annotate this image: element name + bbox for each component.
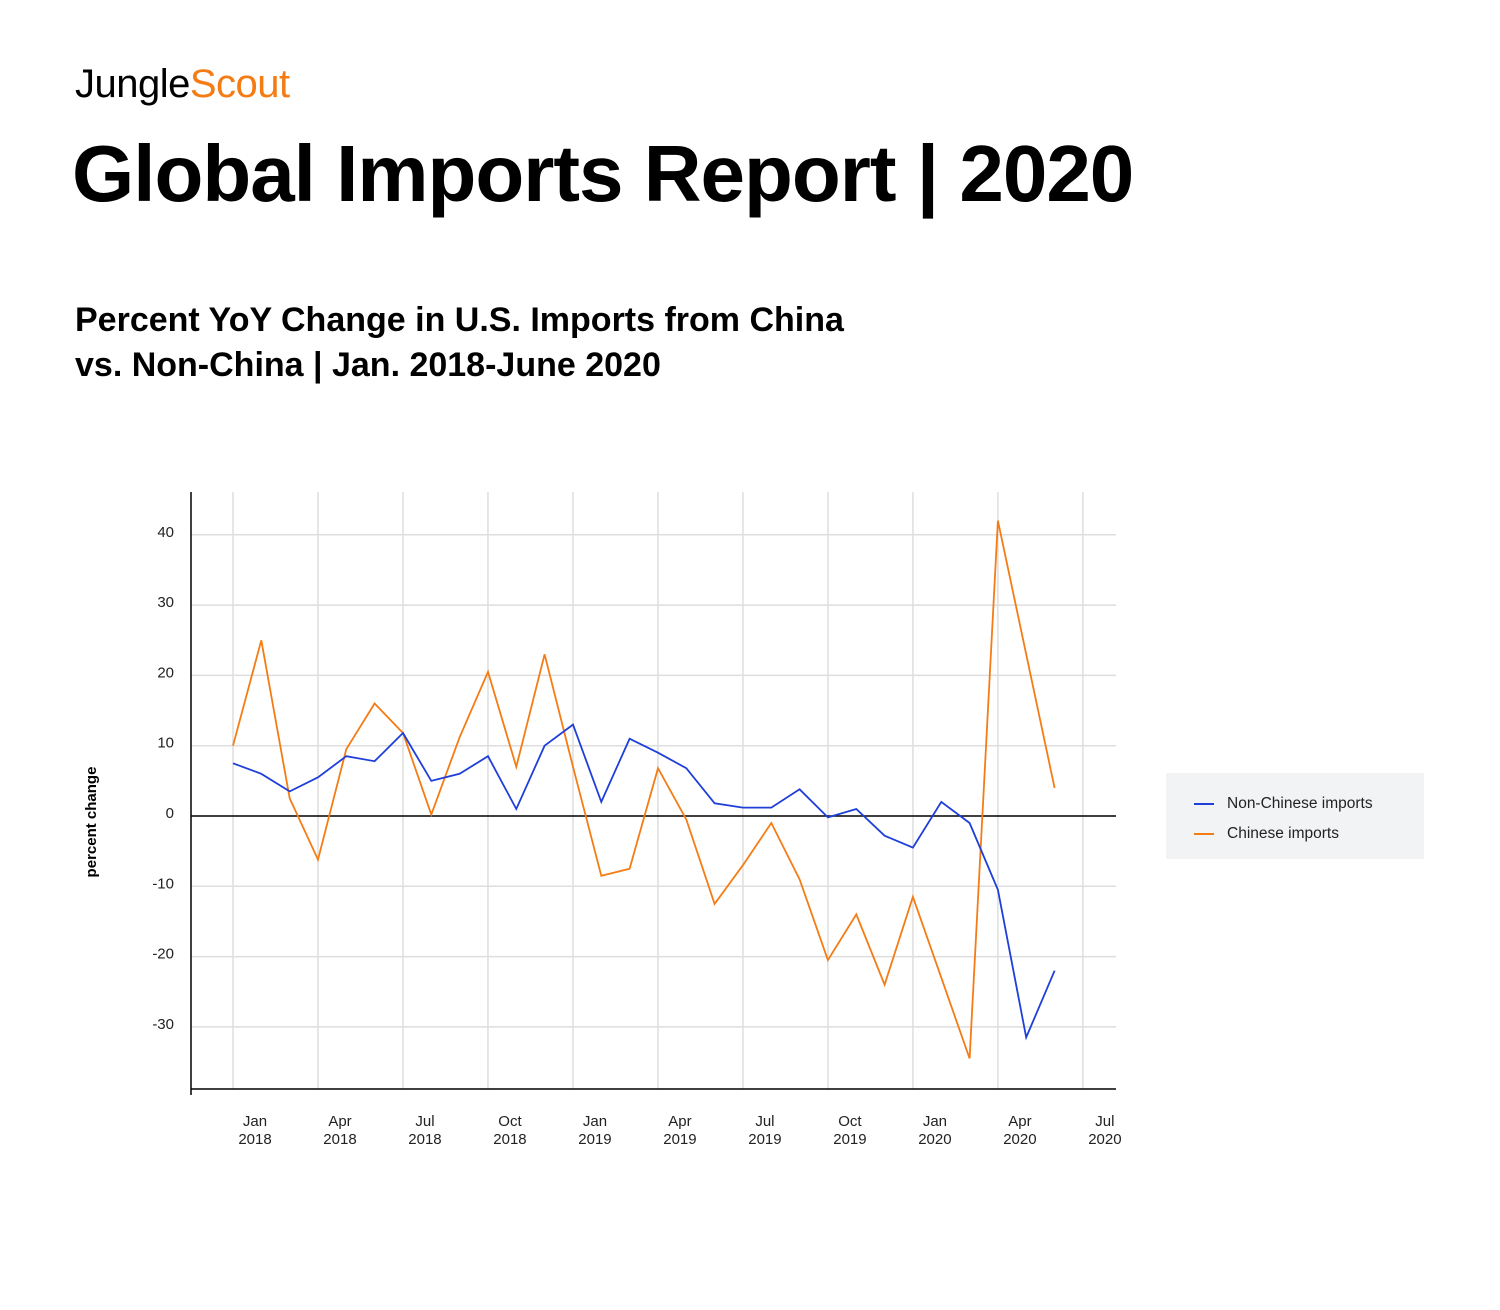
y-tick-label: 10 bbox=[157, 735, 174, 752]
brand-logo: JungleScout bbox=[75, 62, 290, 107]
x-tick-label: 2019 bbox=[833, 1131, 866, 1148]
brand-logo-part1: Jungle bbox=[75, 62, 190, 106]
x-tick-label: 2020 bbox=[1088, 1131, 1121, 1148]
x-tick-label: Apr bbox=[328, 1113, 351, 1130]
y-tick-label: 20 bbox=[157, 664, 174, 681]
x-tick-label: 2019 bbox=[578, 1131, 611, 1148]
brand-logo-part2: Scout bbox=[189, 62, 290, 106]
legend-swatch-non-chinese bbox=[1194, 803, 1214, 805]
legend-label-non-chinese: Non-Chinese imports bbox=[1227, 795, 1373, 812]
x-tick-label: Jan bbox=[583, 1113, 607, 1130]
chart-legend: Non-Chinese imports Chinese imports bbox=[1166, 773, 1424, 859]
y-tick-label: -30 bbox=[152, 1016, 174, 1033]
x-tick-label: Apr bbox=[668, 1113, 691, 1130]
x-tick-label: 2018 bbox=[323, 1131, 356, 1148]
x-tick-label: 2018 bbox=[493, 1131, 526, 1148]
legend-label-chinese: Chinese imports bbox=[1227, 825, 1339, 842]
legend-swatch-chinese bbox=[1194, 833, 1214, 835]
x-tick-label: 2018 bbox=[408, 1131, 441, 1148]
report-title: Global Imports Report | 2020 bbox=[72, 129, 1134, 218]
x-tick-label: Jan bbox=[923, 1113, 947, 1130]
x-tick-label: 2020 bbox=[918, 1131, 951, 1148]
y-tick-label: -20 bbox=[152, 946, 174, 963]
legend-item-non-chinese: Non-Chinese imports bbox=[1194, 789, 1424, 819]
y-axis-label: percent change bbox=[83, 767, 100, 878]
x-tick-label: Oct bbox=[498, 1113, 522, 1130]
series-line-non-chinese bbox=[232, 723, 1056, 1041]
chart-title-line-2: vs. Non-China | Jan. 2018-June 2020 bbox=[75, 346, 661, 384]
y-tick-label: 40 bbox=[157, 524, 174, 541]
x-tick-label: Jul bbox=[755, 1113, 774, 1130]
x-tick-label: 2018 bbox=[238, 1131, 271, 1148]
x-tick-label: Oct bbox=[838, 1113, 862, 1130]
y-tick-label: 30 bbox=[157, 594, 174, 611]
x-tick-label: Jul bbox=[1095, 1113, 1114, 1130]
y-tick-label: 0 bbox=[166, 805, 174, 822]
x-tick-label: 2019 bbox=[748, 1131, 781, 1148]
legend-item-chinese: Chinese imports bbox=[1194, 819, 1424, 849]
chart-title-line-1: Percent YoY Change in U.S. Imports from … bbox=[75, 301, 844, 339]
x-tick-label: 2020 bbox=[1003, 1131, 1036, 1148]
y-tick-label: -10 bbox=[152, 875, 174, 892]
series-line-chinese bbox=[232, 520, 1056, 1059]
chart-title: Percent YoY Change in U.S. Imports from … bbox=[75, 298, 844, 388]
x-tick-label: 2019 bbox=[663, 1131, 696, 1148]
x-tick-label: Apr bbox=[1008, 1113, 1031, 1130]
x-tick-label: Jul bbox=[415, 1113, 434, 1130]
x-tick-label: Jan bbox=[243, 1113, 267, 1130]
